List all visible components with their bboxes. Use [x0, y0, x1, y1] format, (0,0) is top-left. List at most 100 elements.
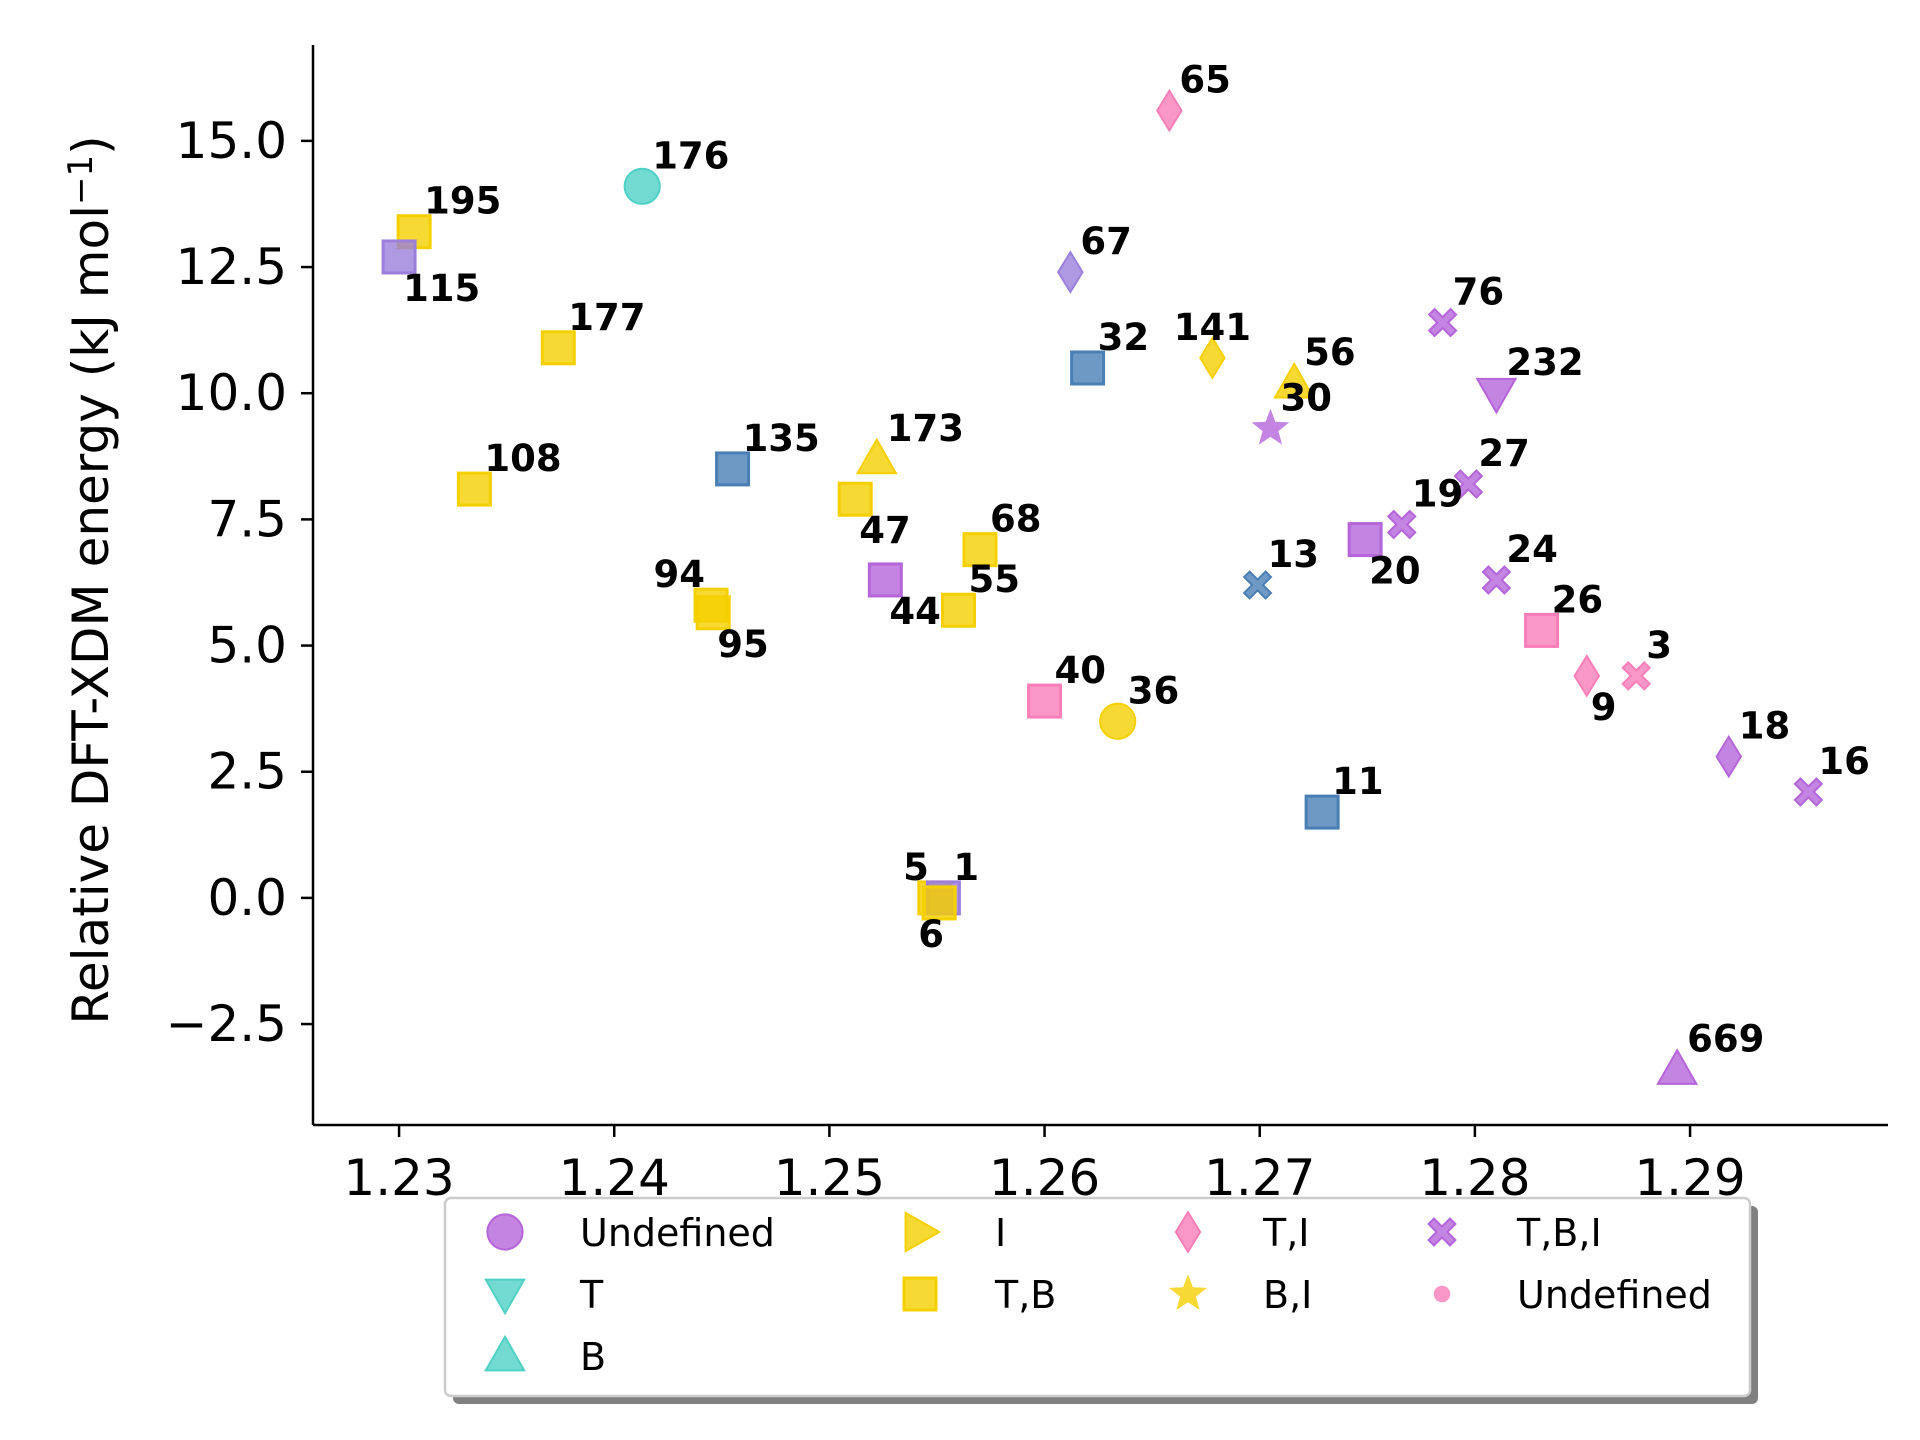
data-point	[1524, 612, 1560, 648]
point-label: 195	[424, 180, 501, 223]
point-label: 19	[1412, 472, 1464, 515]
legend: Undefined TB I T,B T,I B,I T,B,I Undefined	[443, 1196, 1758, 1404]
data-point	[715, 451, 751, 487]
legend-label: T	[579, 1273, 604, 1317]
point-label: 232	[1506, 341, 1583, 384]
data-point	[1386, 509, 1417, 540]
y-tick-label: 5.0	[207, 617, 287, 675]
point-label: 44	[889, 590, 941, 633]
data-point	[1273, 361, 1316, 399]
data-point	[1453, 469, 1484, 499]
legend-marker	[486, 1213, 524, 1251]
y-tick-label: 15.0	[176, 112, 287, 170]
legend-marker	[904, 1211, 942, 1253]
legend-label: T,B,I	[1516, 1211, 1602, 1255]
point-label: 3	[1646, 624, 1672, 667]
y-tick-label: 2.5	[207, 743, 287, 801]
point-label: 32	[1098, 316, 1150, 359]
point-label: 67	[1080, 220, 1132, 263]
point-label: 24	[1506, 528, 1558, 571]
point-label: 108	[484, 437, 561, 480]
data-point	[962, 532, 998, 568]
data-point	[1427, 307, 1458, 338]
legend-label: Undefined	[1517, 1273, 1712, 1317]
point-label: 1	[953, 846, 979, 889]
legend-marker	[902, 1276, 938, 1312]
data-point	[1156, 88, 1183, 133]
data-point	[456, 471, 492, 507]
legend-label: T,I	[1262, 1211, 1310, 1255]
point-label: 115	[403, 267, 480, 310]
point-label: 135	[743, 417, 820, 460]
data-points	[381, 88, 1824, 1085]
y-tick-label: 10.0	[176, 364, 287, 422]
data-point	[837, 481, 873, 517]
data-point	[1793, 777, 1824, 807]
data-point	[1347, 522, 1383, 558]
point-label: 27	[1478, 432, 1530, 475]
point-label: 16	[1818, 740, 1870, 783]
y-tick-label: −2.5	[166, 995, 287, 1053]
data-point	[1070, 350, 1106, 386]
data-point	[1621, 660, 1652, 691]
point-label: 95	[717, 623, 769, 666]
point-label: 26	[1552, 578, 1604, 621]
data-point	[1242, 570, 1273, 600]
point-label: 30	[1280, 377, 1332, 420]
point-label: 13	[1268, 533, 1320, 576]
legend-marker	[1433, 1285, 1451, 1303]
y-tick-label: 0.0	[207, 869, 287, 927]
data-point	[1573, 654, 1601, 698]
data-point	[940, 592, 976, 628]
point-label: 65	[1179, 59, 1231, 102]
legend-marker	[1427, 1217, 1457, 1247]
point-label: 6	[918, 913, 944, 956]
data-point	[381, 239, 417, 275]
legend-marker	[484, 1334, 526, 1372]
point-label: 9	[1591, 686, 1617, 729]
legend-label: Undefined	[580, 1211, 775, 1255]
y-axis-label-superscript: −1	[61, 155, 101, 205]
point-label: 177	[568, 296, 645, 339]
data-point	[1475, 377, 1518, 415]
data-point	[1199, 336, 1226, 380]
data-point	[1656, 1048, 1699, 1085]
data-point	[1099, 702, 1137, 740]
data-point	[1027, 683, 1063, 719]
legend-label: I	[995, 1211, 1006, 1255]
data-point	[1304, 794, 1340, 830]
data-point	[921, 885, 957, 921]
point-label: 20	[1369, 550, 1421, 593]
point-label: 56	[1304, 331, 1356, 374]
y-tick-label: 7.5	[207, 490, 287, 548]
y-tick-label: 12.5	[176, 238, 287, 296]
y-axis-label-main: Relative DFT-XDM energy (kJ mol	[62, 205, 120, 1025]
data-point	[855, 437, 898, 475]
data-point	[1251, 408, 1290, 445]
legend-marker	[1169, 1274, 1207, 1311]
point-label: 669	[1687, 1017, 1764, 1060]
point-label: 176	[652, 134, 729, 177]
data-point	[1715, 734, 1743, 779]
point-label: 94	[654, 553, 706, 596]
data-point	[1481, 565, 1512, 595]
data-point	[867, 562, 903, 598]
legend-box	[443, 1196, 1752, 1398]
point-label: 36	[1128, 669, 1180, 712]
point-label: 11	[1332, 760, 1384, 803]
point-label: 18	[1739, 705, 1791, 748]
data-point	[1057, 250, 1084, 294]
legend-marker	[1174, 1210, 1202, 1254]
point-label: 5	[903, 846, 929, 889]
point-label: 68	[990, 498, 1042, 541]
x-tick-label: 1.23	[343, 1149, 454, 1207]
point-label: 47	[859, 509, 911, 552]
legend-label: B,I	[1263, 1273, 1312, 1317]
point-label: 173	[887, 407, 964, 450]
point-label: 76	[1453, 271, 1505, 314]
legend-marker	[484, 1278, 526, 1316]
legend-label: T,B	[994, 1273, 1056, 1317]
y-axis-label: Relative DFT-XDM energy (kJ mol−1)	[61, 135, 120, 1024]
data-point	[540, 330, 576, 366]
